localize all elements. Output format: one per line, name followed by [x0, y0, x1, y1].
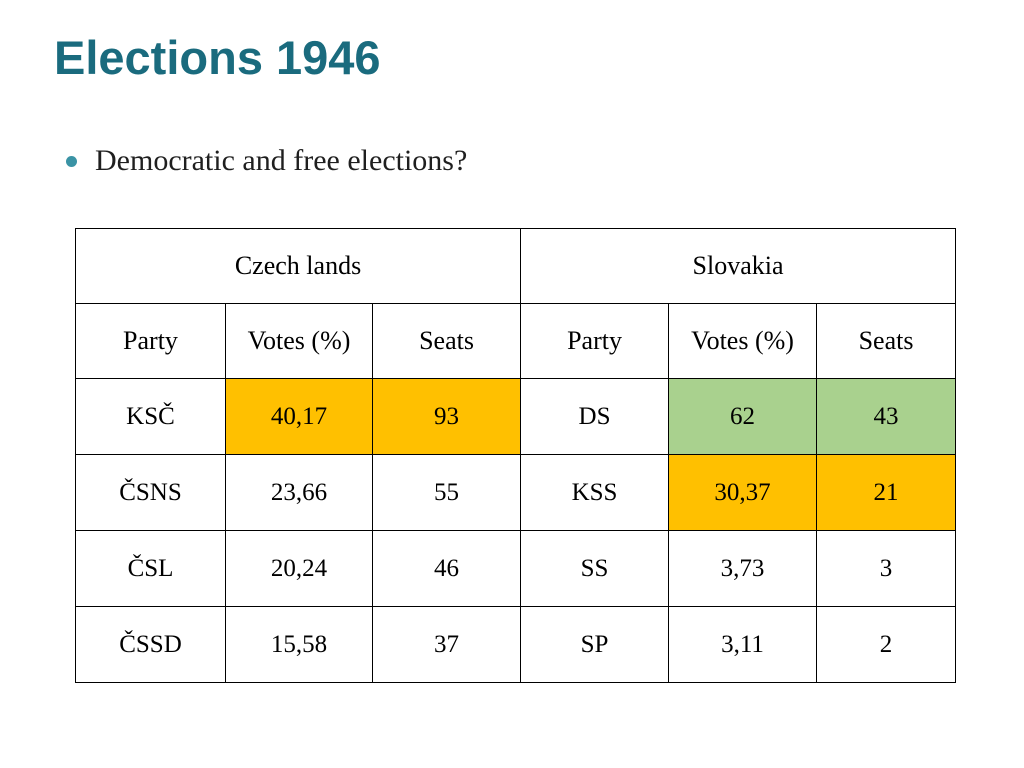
cell-party-cz: ČSNS	[75, 454, 226, 531]
cell-votes-cz: 40,17	[225, 378, 373, 455]
cell-party-sk: KSS	[520, 454, 670, 531]
cell-seats-cz: 55	[371, 454, 522, 531]
cell-votes-sk: 30,37	[668, 454, 818, 531]
bullet-item: Democratic and free elections?	[66, 143, 467, 179]
column-header-party-cz: Party	[75, 303, 226, 379]
column-header-votes-cz: Votes (%)	[225, 303, 373, 379]
cell-seats-sk: 21	[816, 454, 957, 531]
bullet-text: Democratic and free elections?	[95, 144, 468, 177]
group-header-czech-lands: Czech lands	[74, 228, 522, 304]
cell-votes-cz: 23,66	[225, 454, 373, 531]
group-header-slovakia: Slovakia	[520, 228, 957, 304]
column-header-votes-sk: Votes (%)	[668, 303, 818, 379]
cell-votes-sk: 3,11	[668, 606, 818, 683]
cell-seats-cz: 93	[371, 378, 522, 455]
election-results-table: Czech lands Slovakia Party Votes (%) Sea…	[74, 228, 957, 683]
table-row: KSČ 40,17 93 DS 62 43	[75, 378, 957, 455]
slide-title: Elections 1946	[54, 31, 381, 84]
table-column-header-row: Party Votes (%) Seats Party Votes (%) Se…	[75, 303, 957, 379]
cell-seats-sk: 2	[816, 606, 957, 683]
column-header-seats-cz: Seats	[371, 303, 522, 379]
table-group-header-row: Czech lands Slovakia	[74, 228, 957, 304]
cell-votes-cz: 20,24	[225, 530, 373, 607]
cell-party-sk: SS	[520, 530, 670, 607]
bullet-icon	[66, 156, 77, 167]
cell-party-cz: ČSL	[75, 530, 226, 607]
cell-seats-cz: 37	[371, 606, 522, 683]
cell-party-sk: DS	[520, 378, 670, 455]
column-header-seats-sk: Seats	[816, 303, 957, 379]
cell-seats-sk: 43	[816, 378, 957, 455]
table-row: ČSL 20,24 46 SS 3,73 3	[75, 530, 957, 607]
cell-votes-cz: 15,58	[225, 606, 373, 683]
table-row: ČSNS 23,66 55 KSS 30,37 21	[75, 454, 957, 531]
cell-party-cz: ČSSD	[75, 606, 226, 683]
cell-votes-sk: 3,73	[668, 530, 818, 607]
cell-seats-cz: 46	[371, 530, 522, 607]
cell-party-sk: SP	[520, 606, 670, 683]
column-header-party-sk: Party	[520, 303, 670, 379]
cell-party-cz: KSČ	[75, 378, 226, 455]
cell-seats-sk: 3	[816, 530, 957, 607]
table-row: ČSSD 15,58 37 SP 3,11 2	[75, 606, 957, 683]
cell-votes-sk: 62	[668, 378, 818, 455]
